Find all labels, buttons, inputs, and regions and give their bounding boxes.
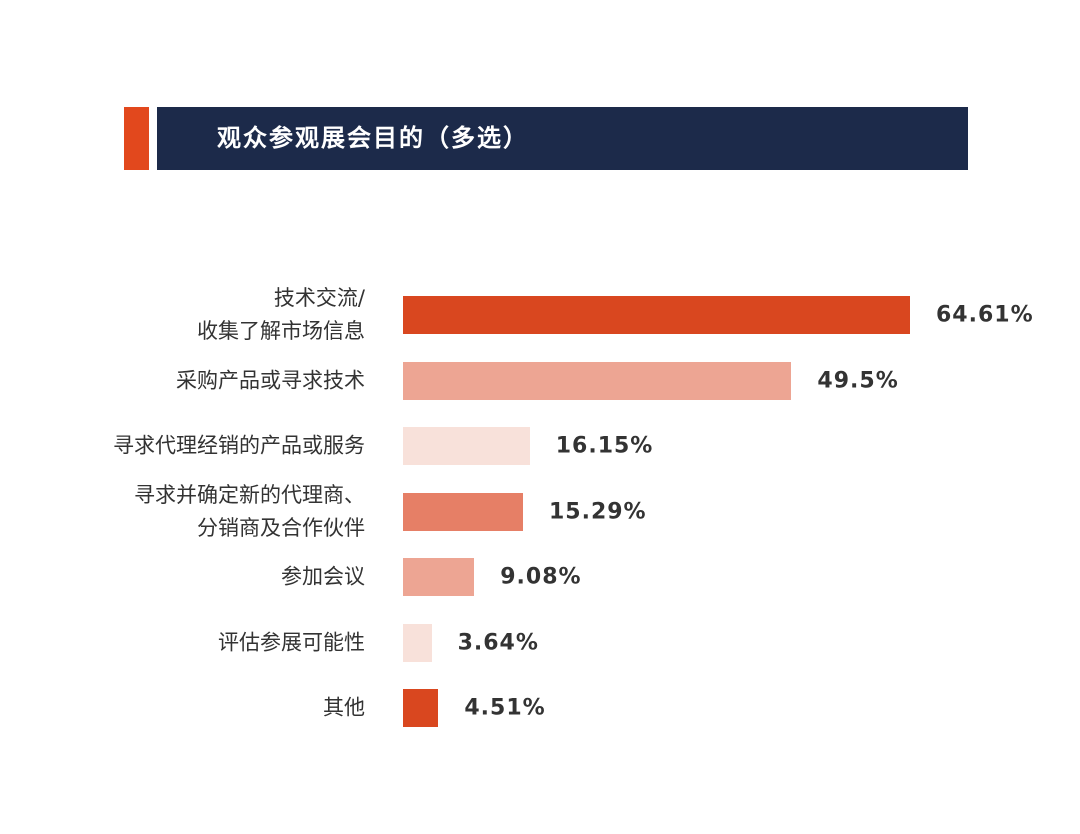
value-label: 3.64%	[457, 630, 539, 655]
value-label: 16.15%	[555, 433, 654, 459]
category-label: 技术交流/ 收集了解市场信息	[197, 286, 365, 343]
bar	[403, 623, 432, 662]
category-label: 采购产品或寻求技术	[176, 368, 365, 392]
value-label: 4.51%	[464, 695, 546, 721]
bar	[403, 558, 475, 596]
bar	[403, 492, 523, 531]
bar	[403, 427, 530, 465]
category-label: 寻求并确定新的代理商、 分销商及合作伙伴	[134, 482, 365, 540]
title-accent	[124, 107, 149, 170]
value-label: 64.61%	[936, 302, 1034, 328]
bar	[403, 689, 439, 727]
value-label: 15.29%	[548, 499, 647, 524]
category-label: 其他	[323, 695, 365, 720]
bar	[403, 296, 910, 334]
chart-title: 观众参观展会目的（多选）	[217, 124, 529, 152]
category-label: 评估参展可能性	[218, 630, 365, 654]
category-label: 参加会议	[281, 564, 365, 589]
bar	[403, 361, 792, 400]
title-banner	[157, 107, 968, 170]
value-label: 49.5%	[817, 368, 899, 393]
value-label: 9.08%	[500, 564, 582, 590]
category-label: 寻求代理经销的产品或服务	[113, 433, 365, 458]
